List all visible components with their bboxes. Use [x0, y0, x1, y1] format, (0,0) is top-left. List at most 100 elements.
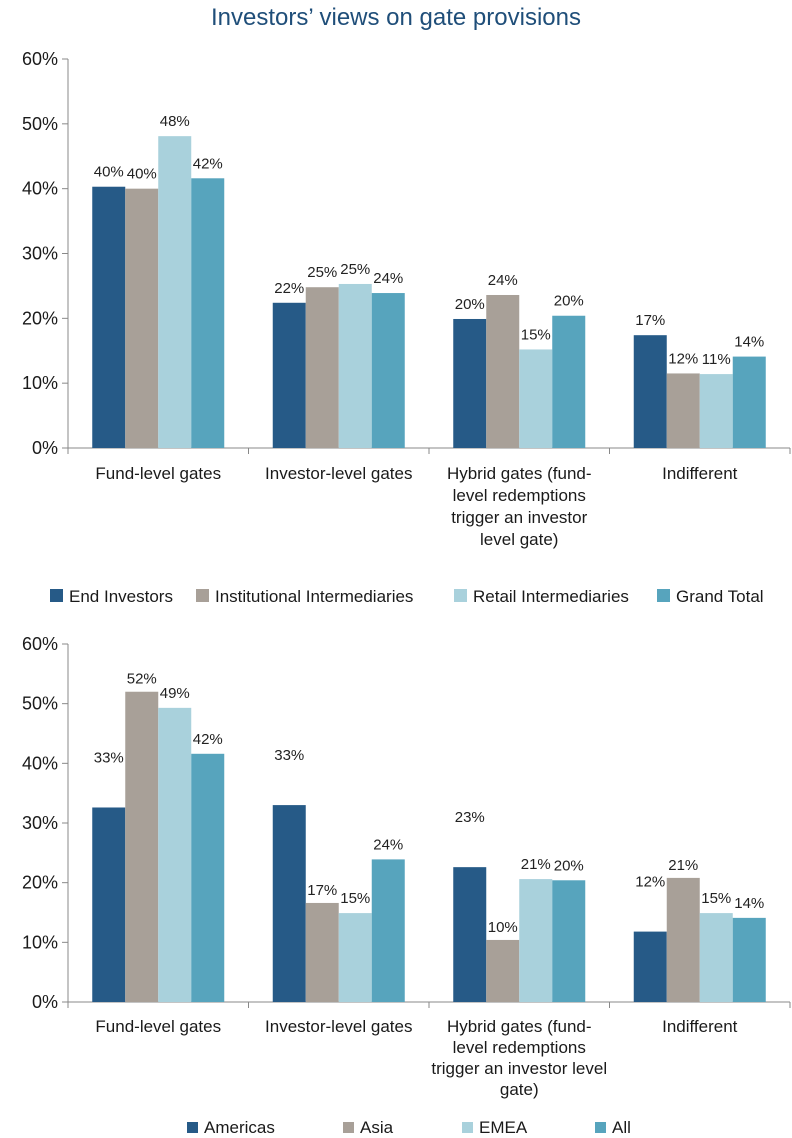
y-tick-label: 0% — [32, 992, 58, 1012]
y-tick-label: 20% — [22, 308, 58, 328]
bar — [633, 335, 667, 448]
y-tick-label: 60% — [22, 49, 58, 69]
category-label-line: Investor-level gates — [265, 1017, 412, 1036]
bar — [666, 877, 700, 1002]
category-label: Investor-level gates — [265, 1017, 412, 1036]
data-label: 24% — [373, 836, 403, 853]
data-label: 40% — [127, 166, 157, 183]
page-title: Investors’ views on gate provisions — [211, 4, 581, 31]
category-label-line: trigger an investor — [451, 508, 587, 527]
data-label: 23% — [455, 809, 485, 826]
data-label: 52% — [127, 671, 157, 688]
category-label-line: level gate) — [480, 530, 558, 549]
data-label: 40% — [94, 164, 124, 181]
data-label: 25% — [307, 264, 337, 281]
bar — [125, 691, 159, 1002]
category-label: Fund-level gates — [95, 464, 221, 483]
legend-swatch — [657, 589, 670, 602]
legend-label: Americas — [204, 1118, 275, 1135]
bar — [371, 859, 405, 1002]
bar — [666, 373, 700, 448]
data-label: 17% — [307, 882, 337, 899]
bar — [338, 913, 372, 1002]
bar — [732, 917, 766, 1002]
bar — [191, 178, 225, 448]
y-tick-label: 50% — [22, 114, 58, 134]
category-label: Hybrid gates (fund-level redemptions trig… — [447, 464, 592, 549]
data-label: 24% — [488, 272, 518, 289]
chart-by-region: 0% 10% 20% 30% 40% 50% 60% 33% 33% 23% 12% 52% 17% 10… — [22, 634, 791, 1135]
bar — [699, 374, 733, 448]
bar — [453, 867, 487, 1002]
data-label: 42% — [193, 731, 223, 748]
chart-by-investor-type: 0%10%20%30%40%50%60%40%22%20%17%40%25% 24… — [22, 49, 791, 606]
bar — [272, 302, 306, 448]
bar — [371, 293, 405, 448]
legend-label: Asia — [360, 1118, 394, 1135]
category-label-line: Hybrid gates (fund- — [447, 464, 592, 483]
bar — [92, 186, 126, 448]
y-tick-label: 10% — [22, 373, 58, 393]
y-tick-label: 0% — [32, 438, 58, 458]
bar — [633, 931, 667, 1002]
legend-label: All — [612, 1118, 631, 1135]
bar — [552, 315, 586, 448]
y-tick-label: 40% — [22, 179, 58, 199]
category-label-line: level redemptions — [453, 1038, 586, 1057]
bar — [552, 880, 586, 1002]
data-label: 33% — [94, 749, 124, 766]
bar — [158, 707, 192, 1002]
bar — [158, 136, 192, 448]
legend-swatch — [196, 589, 209, 602]
y-tick-label: 50% — [22, 694, 58, 714]
category-label: Indifferent — [662, 1017, 738, 1036]
bar — [125, 188, 159, 448]
category-label-line: Fund-level gates — [95, 1017, 221, 1036]
category-label-line: Hybrid gates (fund- — [447, 1017, 592, 1036]
bar — [191, 753, 225, 1002]
bar — [519, 349, 553, 448]
y-tick-label: 30% — [22, 244, 58, 264]
legend-label: Retail Intermediaries — [473, 587, 629, 606]
category-label-line: trigger an investor level — [431, 1059, 607, 1078]
data-label: 21% — [668, 857, 698, 874]
bar — [486, 939, 520, 1002]
bar — [486, 294, 520, 448]
data-label: 25% — [340, 261, 370, 278]
y-tick-label: 10% — [22, 932, 58, 952]
legend-swatch — [454, 589, 467, 602]
data-label: 12% — [668, 350, 698, 367]
data-label: 24% — [373, 270, 403, 287]
data-label: 14% — [734, 334, 764, 351]
data-label: 11% — [702, 351, 731, 368]
y-tick-label: 30% — [22, 813, 58, 833]
legend-label: End Investors — [69, 587, 173, 606]
category-label-line: gate) — [500, 1080, 539, 1099]
category-label: Fund-level gates — [95, 1017, 221, 1036]
legend-label: Institutional Intermediaries — [215, 587, 413, 606]
data-label: 14% — [734, 895, 764, 912]
data-label: 17% — [635, 312, 665, 329]
legend-label: Grand Total — [676, 587, 764, 606]
data-label: 33% — [274, 747, 304, 764]
data-label: 48% — [160, 113, 190, 130]
data-label: 15% — [521, 326, 551, 343]
bar — [338, 283, 372, 448]
data-label: 20% — [554, 857, 584, 874]
category-label-line: Fund-level gates — [95, 464, 221, 483]
y-tick-label: 60% — [22, 634, 58, 654]
category-label-line: Indifferent — [662, 1017, 738, 1036]
data-label: 15% — [340, 890, 370, 907]
data-label: 22% — [274, 280, 304, 297]
bar — [272, 805, 306, 1002]
category-label: Investor-level gates — [265, 464, 412, 483]
bar — [305, 902, 339, 1002]
data-label: 10% — [488, 919, 518, 936]
category-label: Hybrid gates (fund-level redemptions trig… — [431, 1017, 607, 1099]
y-tick-label: 20% — [22, 873, 58, 893]
category-label-line: Investor-level gates — [265, 464, 412, 483]
data-label: 49% — [160, 685, 190, 702]
legend-swatch — [187, 1122, 198, 1133]
data-label: 20% — [455, 296, 485, 313]
